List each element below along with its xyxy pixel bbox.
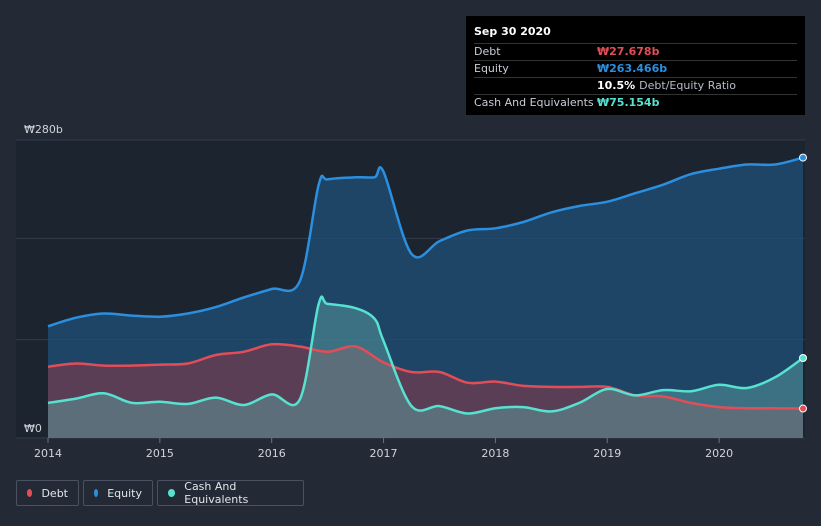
- end-point-cash-and-equivalents[interactable]: [799, 354, 807, 363]
- legend-item-debt[interactable]: Debt: [16, 480, 79, 506]
- x-tick-label: 2017: [370, 447, 398, 460]
- y-tick-label-top: ₩280b: [24, 123, 63, 136]
- x-tick-label: 2016: [258, 447, 286, 460]
- legend-label-debt: Debt: [41, 486, 68, 500]
- tooltip-debt-value: ₩27.678b: [597, 45, 660, 58]
- end-point-equity[interactable]: [799, 153, 807, 162]
- legend-label-cash: Cash And Equivalents: [184, 480, 249, 506]
- tooltip-row-ratio: 10.5% Debt/Equity Ratio: [474, 77, 797, 94]
- tooltip-equity-value: ₩263.466b: [597, 62, 668, 75]
- tooltip-date: Sep 30 2020: [474, 25, 551, 38]
- tooltip-cash-label: Cash And Equivalents: [474, 96, 594, 109]
- tooltip-ratio-spacer: [474, 78, 597, 94]
- legend-dot-debt-icon: [27, 489, 33, 497]
- line-debt: [47, 342, 804, 410]
- legend-dot-cash-icon: [168, 489, 176, 497]
- tooltip-cash-value: ₩75.154b: [597, 96, 660, 109]
- line-cash-and-equivalents: [47, 295, 804, 415]
- series-end-markers[interactable]: [799, 153, 807, 413]
- x-tick-label: 2019: [593, 447, 621, 460]
- legend-item-equity[interactable]: Equity: [83, 480, 153, 506]
- x-tick-label: 2014: [34, 447, 62, 460]
- line-equity: [47, 156, 804, 328]
- legend-dot-equity-icon: [94, 489, 99, 497]
- area-debt: [48, 344, 803, 438]
- y-tick-label-bottom: ₩0: [24, 422, 42, 435]
- series-lines: [47, 156, 804, 415]
- tooltip-row-debt: Debt ₩27.678b: [474, 43, 797, 60]
- end-point-debt[interactable]: [799, 404, 807, 413]
- tooltip-ratio-value: 10.5%: [597, 79, 636, 92]
- legend-item-cash[interactable]: Cash And Equivalents: [157, 480, 304, 506]
- x-tick-label: 2020: [705, 447, 733, 460]
- area-cash-and-equivalents: [48, 296, 803, 438]
- chart-legend: Debt Equity Cash And Equivalents: [16, 480, 304, 508]
- x-tick-label: 2018: [481, 447, 509, 460]
- tooltip-row-equity: Equity ₩263.466b: [474, 60, 797, 77]
- legend-label-equity: Equity: [107, 486, 142, 500]
- x-tick-label: 2015: [146, 447, 174, 460]
- series-areas: [48, 157, 803, 438]
- tooltip-equity-label: Equity: [474, 62, 509, 75]
- tooltip-debt-label: Debt: [474, 45, 501, 58]
- data-tooltip: Sep 30 2020 Debt ₩27.678b Equity ₩263.46…: [466, 16, 805, 115]
- tooltip-ratio-label: Debt/Equity Ratio: [639, 79, 736, 92]
- x-axis-ticks: 2014 2015 2016 2017 2018 2019 2020: [34, 438, 733, 460]
- tooltip-row-cash: Cash And Equivalents ₩75.154b: [474, 94, 797, 111]
